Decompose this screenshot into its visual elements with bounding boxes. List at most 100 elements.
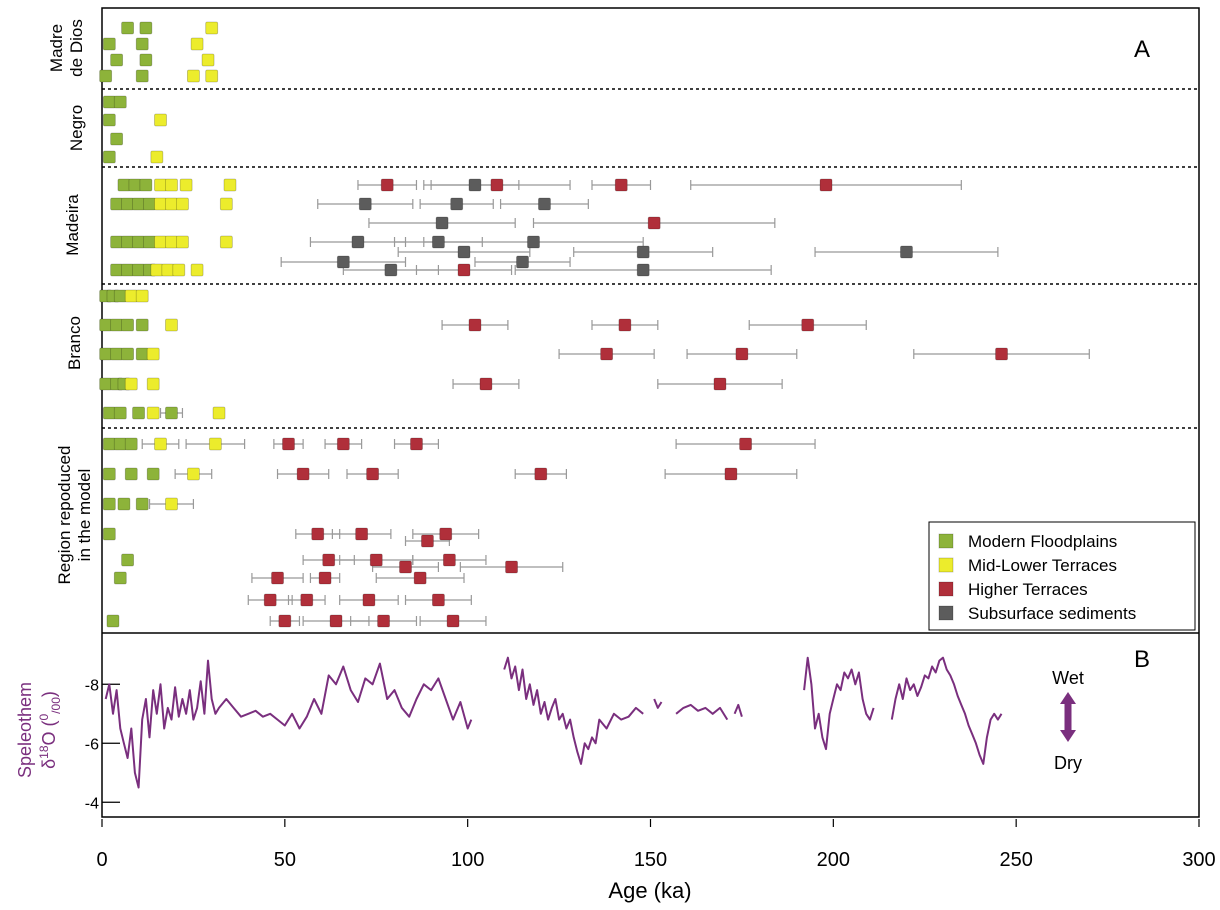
speleothem-series-segment — [653, 698, 663, 709]
data-point-modern — [135, 69, 149, 83]
data-point-midlower — [154, 437, 167, 451]
data-point-subsurface — [435, 216, 449, 230]
data-point-subsurface — [358, 197, 372, 211]
data-point-midlower — [161, 263, 175, 277]
data-point-midlower — [176, 197, 189, 211]
data-point-subsurface — [900, 245, 913, 259]
data-point-modern — [113, 571, 127, 585]
data-point-higher — [329, 614, 343, 628]
panel-label-b: B — [1134, 646, 1150, 673]
data-point-modern — [99, 69, 113, 83]
data-point-higher — [505, 560, 518, 574]
x-tick-label: 0 — [96, 849, 107, 871]
data-point-modern — [117, 178, 131, 192]
legend-label: Modern Floodplains — [968, 532, 1117, 551]
data-point-higher — [534, 467, 548, 481]
row-label-line: Region repoduced — [55, 446, 74, 585]
arrow-head-up — [1060, 692, 1076, 704]
row-label: Negro — [67, 105, 86, 151]
data-point-higher — [263, 593, 277, 607]
y-axis-label-part: O ( — [39, 720, 59, 745]
data-point-higher — [442, 553, 456, 567]
data-point-midlower — [201, 53, 215, 67]
data-point-subsurface — [384, 263, 398, 277]
y-axis-label-part: ) — [39, 691, 59, 697]
data-point-higher — [282, 437, 295, 451]
data-point-midlower — [165, 497, 178, 511]
data-point-modern — [128, 178, 142, 192]
data-point-modern — [132, 406, 145, 420]
data-point-modern — [146, 467, 160, 481]
x-tick-label: 300 — [1182, 849, 1215, 871]
data-point-midlower — [179, 178, 193, 192]
data-point-modern — [102, 497, 116, 511]
data-point-midlower — [187, 69, 200, 83]
data-point-modern — [99, 318, 113, 332]
row-label: Madeira — [63, 194, 82, 256]
annotation-dry: Dry — [1054, 753, 1082, 773]
data-point-higher — [322, 553, 336, 567]
data-point-midlower — [154, 113, 167, 127]
legend-swatch-subsurface — [938, 605, 954, 621]
data-point-higher — [362, 593, 376, 607]
data-point-modern — [135, 497, 149, 511]
annotation-wet: Wet — [1052, 668, 1084, 688]
data-point-higher — [380, 178, 394, 192]
data-point-modern — [121, 197, 134, 211]
data-point-subsurface — [538, 197, 551, 211]
legend-box — [928, 521, 1196, 631]
legend-label: Mid-Lower Terraces — [968, 556, 1117, 575]
data-point-higher — [995, 347, 1008, 361]
legend-swatch-higher — [938, 581, 954, 597]
data-point-modern — [110, 132, 124, 146]
data-point-midlower — [205, 21, 219, 35]
data-point-higher — [457, 263, 471, 277]
data-point-modern — [102, 437, 116, 451]
data-point-modern — [139, 53, 153, 67]
data-point-higher — [421, 534, 434, 548]
row-label-line: Madre — [47, 24, 66, 72]
data-point-modern — [121, 318, 134, 332]
y-axis-label-part: /00 — [49, 697, 63, 714]
legend-swatch-midlower — [938, 557, 954, 573]
data-point-modern — [113, 289, 127, 303]
data-point-higher — [369, 553, 383, 567]
panel-a: Madrede Dios Negro Madeira Branco Region rep… — [47, 19, 1199, 631]
data-point-modern — [117, 497, 131, 511]
data-point-subsurface — [636, 263, 650, 277]
data-point-subsurface — [450, 197, 464, 211]
data-point-modern — [110, 263, 124, 277]
legend-swatch-modern — [938, 533, 954, 549]
speleothem-series-segment — [503, 656, 644, 765]
data-point-modern — [121, 263, 134, 277]
data-point-subsurface — [468, 178, 482, 192]
data-point-higher — [311, 527, 325, 541]
data-point-subsurface — [336, 255, 350, 269]
data-point-midlower — [176, 235, 189, 249]
data-point-midlower — [219, 197, 233, 211]
data-point-higher — [618, 318, 632, 332]
x-axis-label: Age (ka) — [608, 878, 691, 903]
x-tick-label: 50 — [274, 849, 296, 871]
data-point-modern — [143, 197, 156, 211]
data-point-higher — [490, 178, 504, 192]
data-point-modern — [124, 467, 138, 481]
data-point-modern — [113, 406, 127, 420]
data-point-midlower — [165, 318, 178, 332]
data-point-midlower — [150, 263, 164, 277]
data-point-midlower — [135, 289, 149, 303]
data-point-higher — [296, 467, 310, 481]
row-label: Madrede Dios — [47, 19, 86, 77]
data-point-modern — [139, 21, 153, 35]
speleothem-series-segment — [890, 656, 1003, 765]
panel-label-a: A — [1134, 36, 1150, 63]
data-point-modern — [132, 235, 145, 249]
data-point-higher — [739, 437, 752, 451]
data-point-midlower — [154, 178, 167, 192]
y-axis-label: Speleothem δ18O (0/00) — [15, 682, 63, 778]
data-point-modern — [110, 235, 124, 249]
y-axis-label-main: Speleothem — [15, 682, 35, 778]
data-point-higher — [300, 593, 314, 607]
